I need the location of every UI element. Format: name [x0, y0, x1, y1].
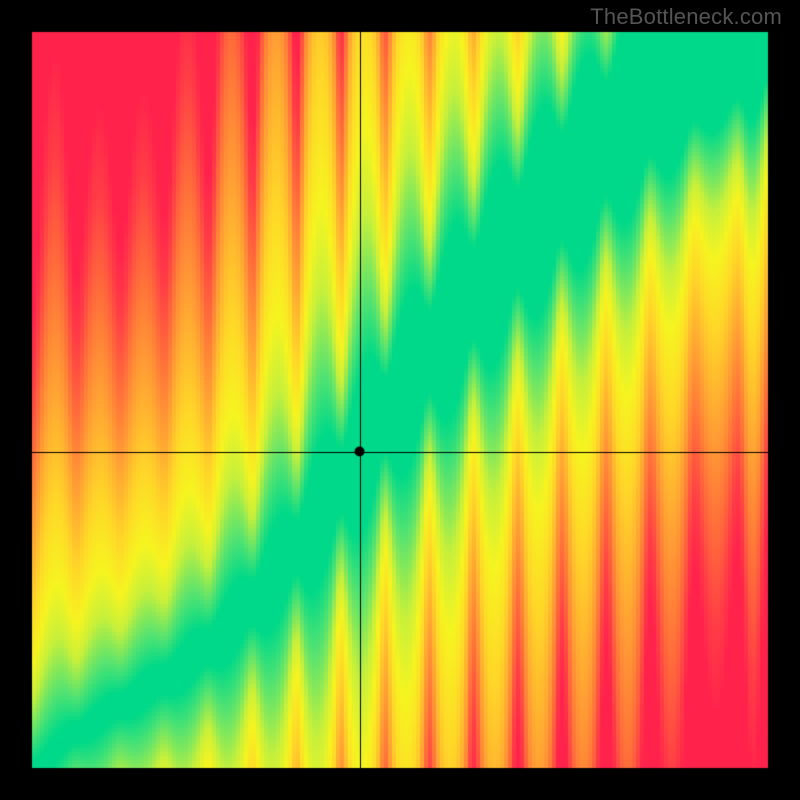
bottleneck-heatmap-canvas: [0, 0, 800, 800]
chart-container: TheBottleneck.com: [0, 0, 800, 800]
watermark-label: TheBottleneck.com: [590, 4, 782, 30]
